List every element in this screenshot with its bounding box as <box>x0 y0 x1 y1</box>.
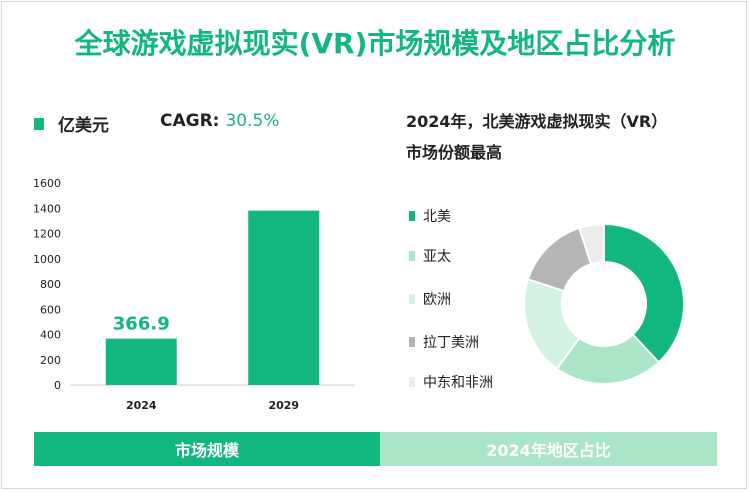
pie-legend-swatch <box>409 377 415 387</box>
pie-legend-item: 欧洲 <box>409 289 451 309</box>
pie-title-line2: 市场份额最高 <box>406 143 503 162</box>
bar-data-label: 366.9 <box>113 314 170 335</box>
pie-legend-label: 北美 <box>423 209 451 225</box>
pie-legend-swatch <box>409 294 415 304</box>
pie-legend-label: 欧洲 <box>423 292 451 308</box>
y-tick-label: 1200 <box>33 228 61 241</box>
y-tick-label: 200 <box>40 354 61 367</box>
y-tick-label: 1600 <box>33 177 61 190</box>
page-title: 全球游戏虚拟现实(VR)市场规模及地区占比分析 <box>74 27 676 60</box>
pie-slice <box>603 222 685 364</box>
pie-legend-label: 中东和非洲 <box>423 375 493 391</box>
footer-right-label: 2024年地区占比 <box>380 432 717 466</box>
y-tick-label: 0 <box>54 379 61 392</box>
cagr-label: CAGR: <box>160 111 220 131</box>
y-tick-label: 1000 <box>33 253 61 266</box>
pie-legend-item: 拉丁美洲 <box>409 332 479 352</box>
pie-legend-item: 中东和非洲 <box>409 372 493 392</box>
bar-legend-swatch <box>34 117 44 130</box>
bar <box>105 338 177 385</box>
pie-legend-item: 北美 <box>409 206 451 226</box>
y-tick-label: 400 <box>40 329 61 342</box>
bar <box>248 210 320 385</box>
pie-legend-swatch <box>409 211 415 221</box>
y-tick-label: 800 <box>40 278 61 291</box>
pie-legend-label: 亚太 <box>423 249 451 265</box>
pie-legend-item: 亚太 <box>409 246 451 266</box>
y-tick-label: 1400 <box>33 202 61 215</box>
x-tick-label: 2024 <box>126 399 157 412</box>
pie-legend-swatch <box>409 337 415 347</box>
cagr-text: CAGR: 30.5% <box>160 111 280 131</box>
y-tick-label: 600 <box>40 303 61 316</box>
footer-left-label: 市场规模 <box>34 432 380 466</box>
pie-legend-swatch <box>409 251 415 261</box>
x-tick-label: 2029 <box>268 399 299 412</box>
bar-legend-label: 亿美元 <box>58 116 109 136</box>
pie-legend-label: 拉丁美洲 <box>423 335 479 351</box>
pie-slice <box>578 222 605 266</box>
pie-title-line1: 2024年，北美游戏虚拟现实（VR） <box>406 112 668 131</box>
pie-chart-title: 2024年，北美游戏虚拟现实（VR） 市场份额最高 <box>406 106 726 168</box>
bar-legend: 亿美元 <box>34 111 109 136</box>
cagr-value: 30.5% <box>225 111 280 131</box>
